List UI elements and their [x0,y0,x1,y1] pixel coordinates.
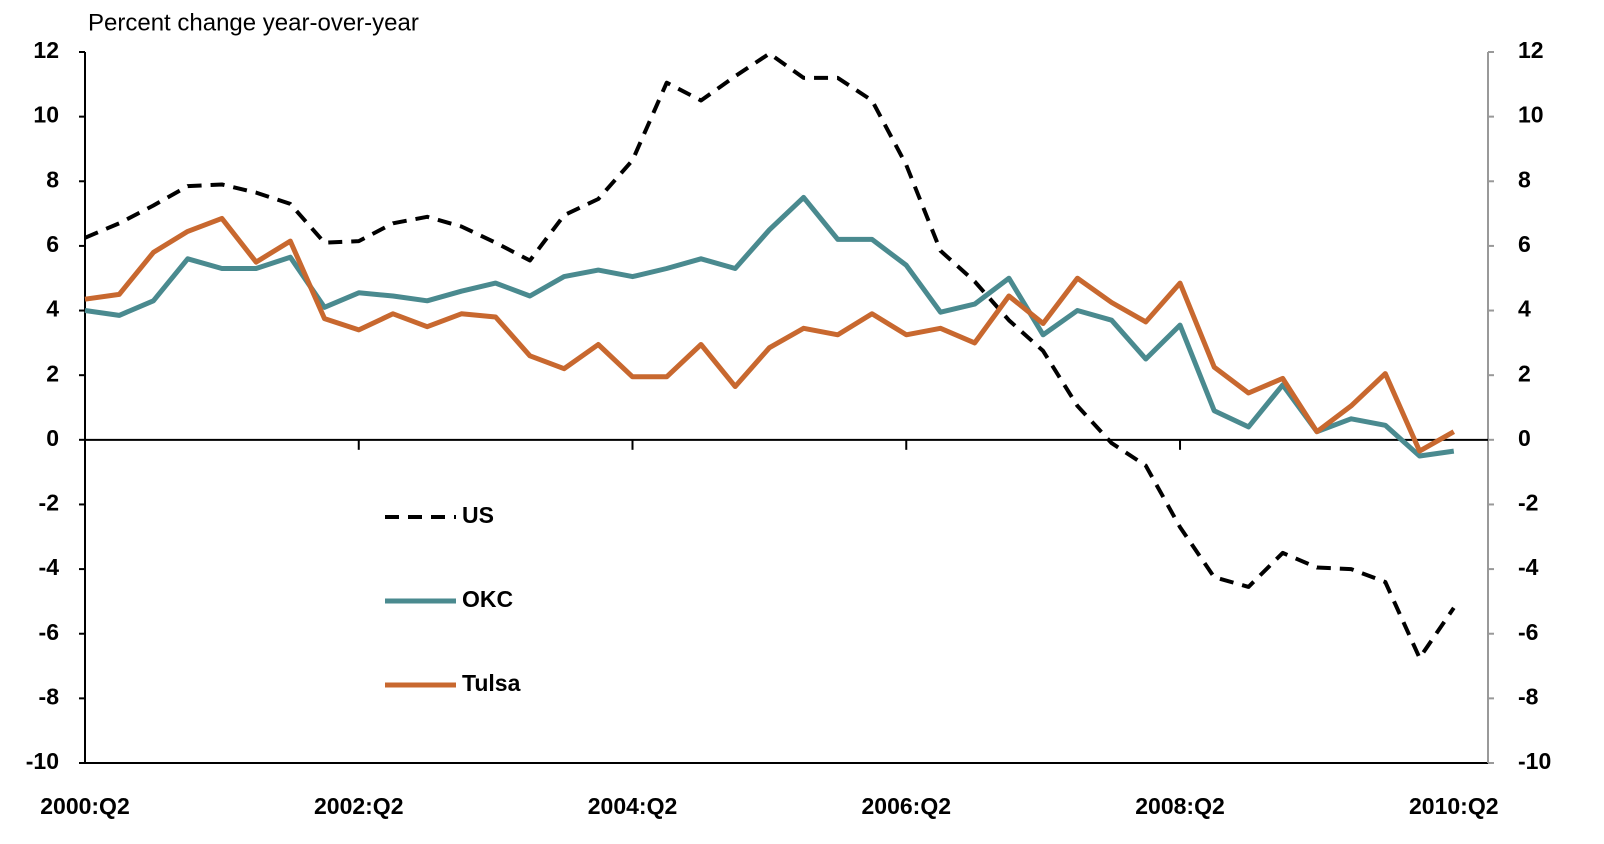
y-tick-label: -4 [39,554,60,580]
legend-label: OKC [462,586,513,612]
x-tick-label: 2002:Q2 [314,793,404,819]
legend-label: Tulsa [462,670,521,696]
y-tick-label: -2 [39,490,59,516]
y2-tick-label: 8 [1518,166,1531,192]
y2-tick-label: -2 [1518,490,1538,516]
x-tick-label: 2004:Q2 [588,793,678,819]
y2-tick-label: -10 [1518,748,1551,774]
y2-tick-label: 0 [1518,425,1531,451]
y-tick-label: 8 [46,166,59,192]
line-series [84,194,1455,459]
y2-tick-label: 12 [1518,37,1544,63]
y-tick-label: -8 [39,683,60,709]
y-tick-label: 4 [46,296,59,322]
line-series [84,215,1456,454]
y2-tick-label: 4 [1518,296,1531,322]
y2-tick-label: -6 [1518,619,1538,645]
legend-label: US [462,502,494,528]
x-tick-label: 2010:Q2 [1409,793,1499,819]
y-tick-label: 12 [33,37,59,63]
y2-tick-label: 10 [1518,102,1544,128]
x-tick-label: 2000:Q2 [40,793,130,819]
y-tick-label: -6 [39,619,59,645]
y2-tick-label: -8 [1518,683,1539,709]
y-tick-label: 6 [46,231,59,257]
x-tick-label: 2008:Q2 [1135,793,1225,819]
y2-tick-label: 2 [1518,360,1531,386]
y-tick-label: -10 [26,748,59,774]
y2-tick-label: -4 [1518,554,1539,580]
y-tick-label: 2 [46,360,59,386]
x-tick-label: 2006:Q2 [862,793,952,819]
y-tick-label: 0 [46,425,59,451]
line-series [84,51,1456,660]
y2-tick-label: 6 [1518,231,1531,257]
y-axis-label: Percent change year-over-year [88,9,419,36]
y-tick-label: 10 [33,102,59,128]
